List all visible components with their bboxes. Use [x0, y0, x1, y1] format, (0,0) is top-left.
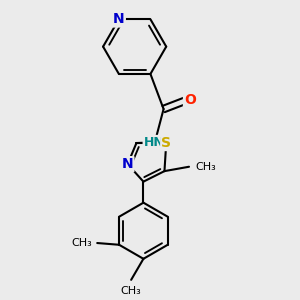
- Text: CH₃: CH₃: [121, 286, 142, 296]
- Text: CH₃: CH₃: [195, 162, 216, 172]
- Text: S: S: [161, 136, 171, 150]
- Text: CH₃: CH₃: [71, 238, 92, 248]
- Text: N: N: [113, 12, 125, 26]
- Text: HN: HN: [144, 136, 164, 149]
- Text: N: N: [122, 157, 134, 171]
- Text: N: N: [113, 12, 125, 26]
- Text: O: O: [184, 93, 196, 107]
